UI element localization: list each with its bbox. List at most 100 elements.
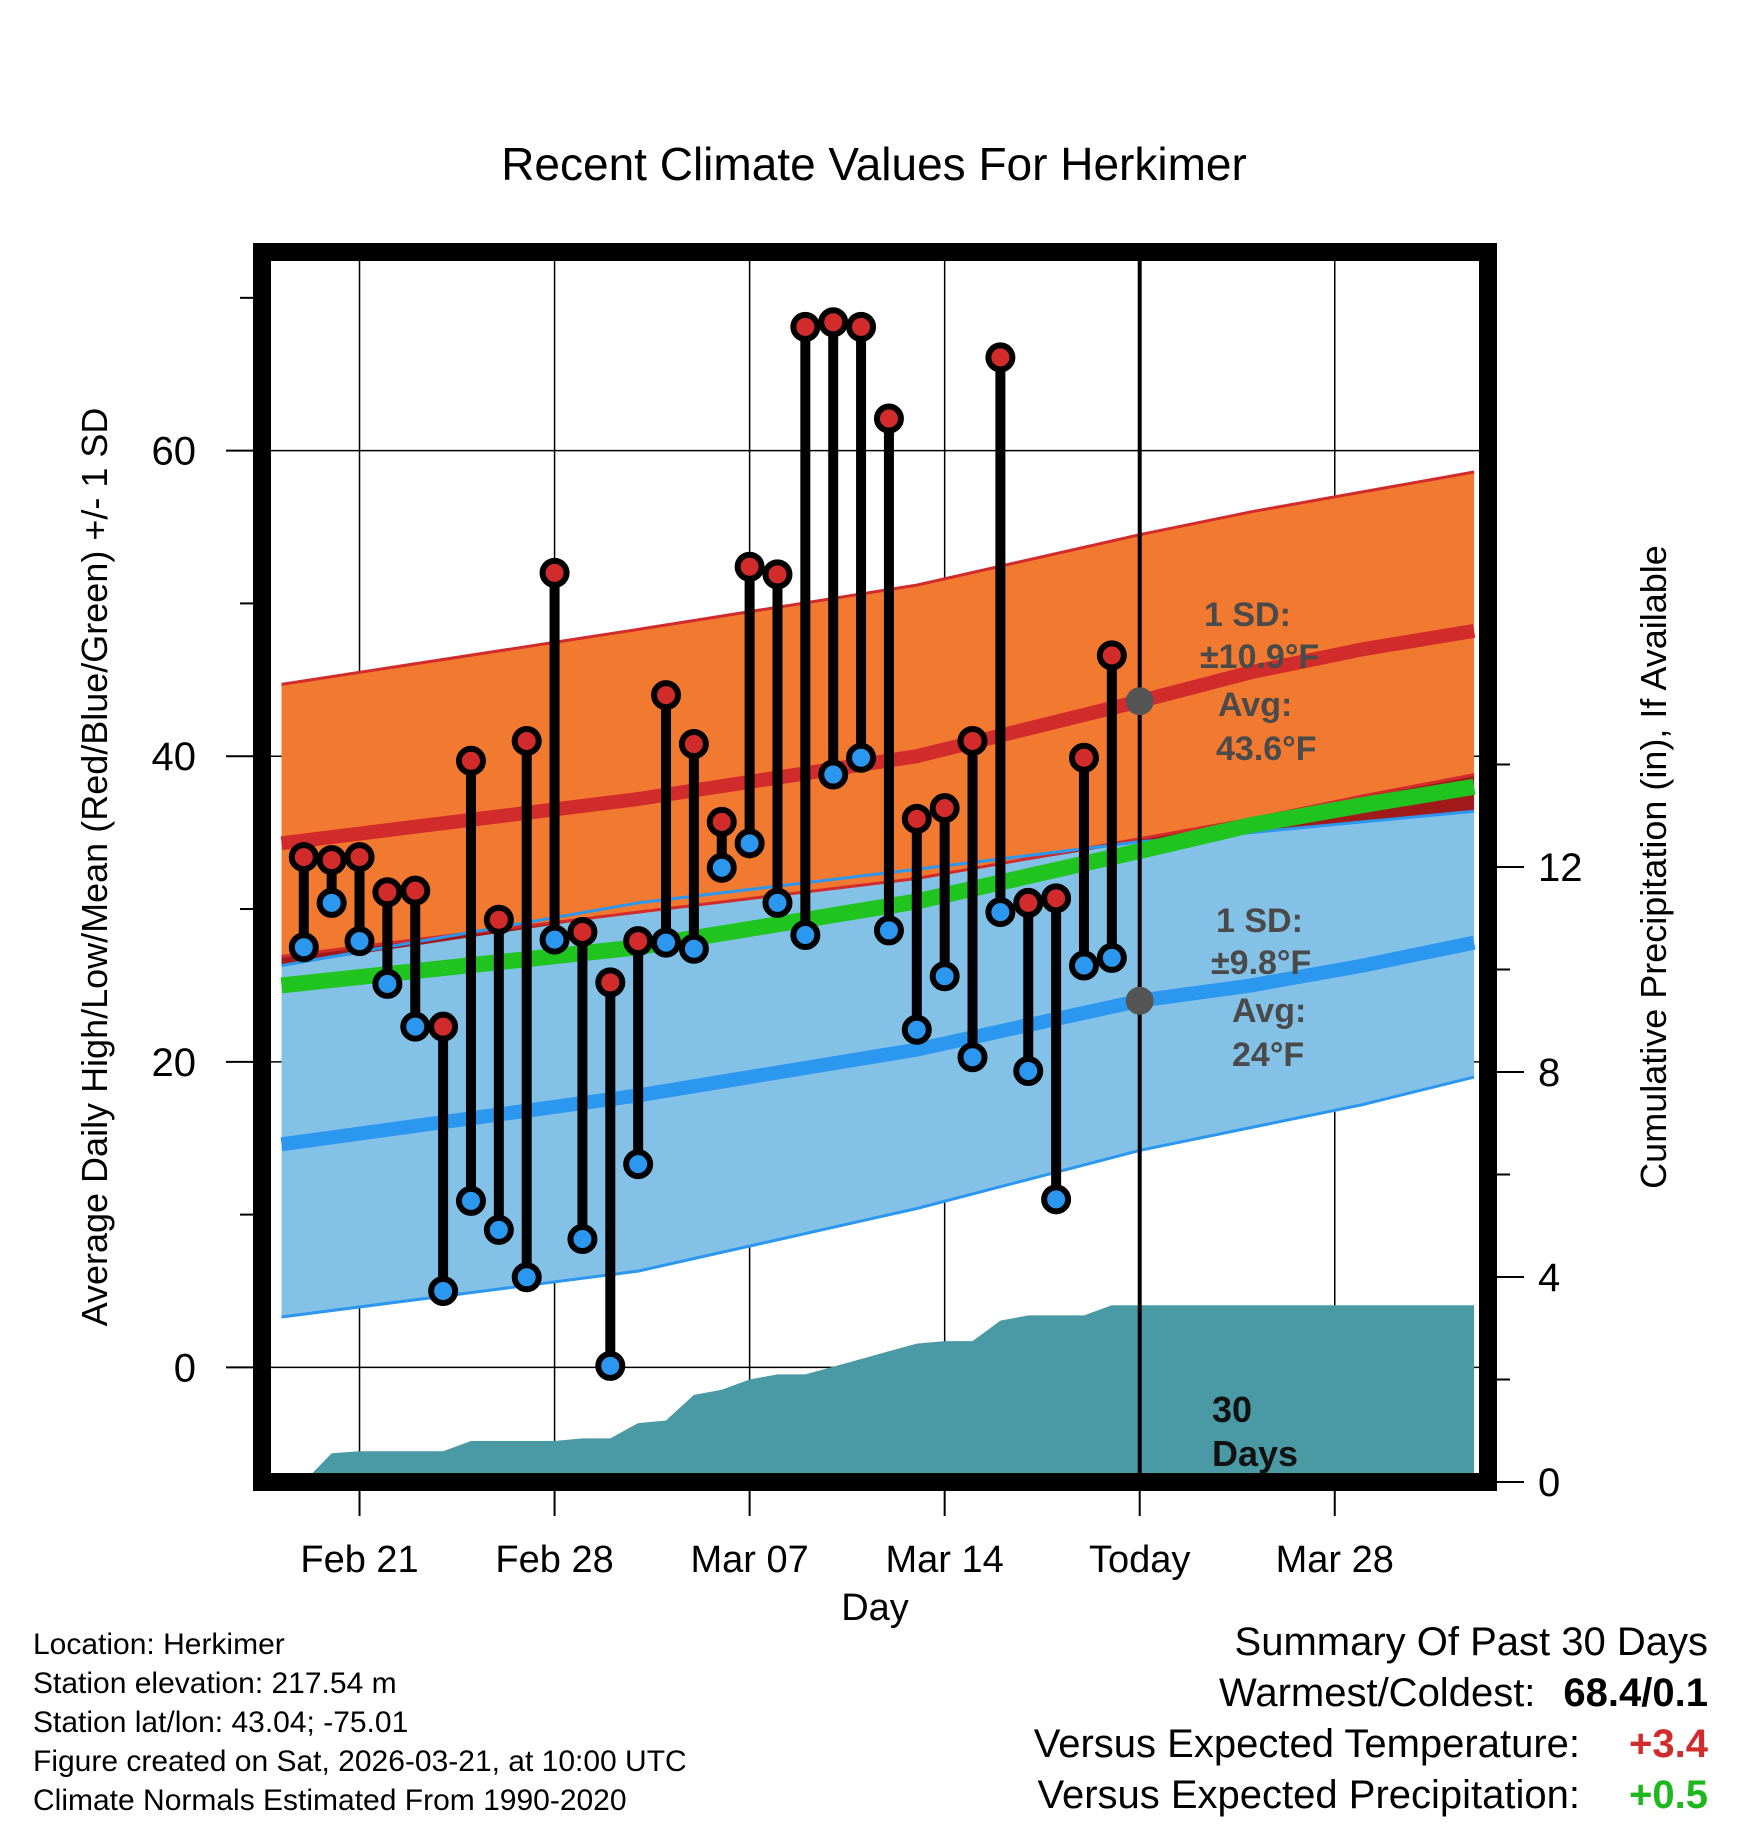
high-sd-band bbox=[281, 472, 1475, 957]
low-temp-point bbox=[706, 852, 737, 883]
high-temp-point bbox=[873, 403, 904, 434]
low-temp-point bbox=[1096, 942, 1127, 973]
normal-annotations: 1 SD: ±10.9°F Avg: 43.6°F 1 SD: ±9.8°F A… bbox=[1125, 596, 1319, 1474]
high-temp-point bbox=[678, 729, 709, 759]
precip-area bbox=[275, 1305, 1475, 1482]
low-temp-point bbox=[985, 897, 1016, 928]
high-temp-point bbox=[316, 845, 347, 876]
high-temp-point bbox=[623, 926, 654, 957]
high-temp-point bbox=[1068, 742, 1099, 773]
x-tick-label: Mar 28 bbox=[1276, 1539, 1394, 1581]
low-temp-point bbox=[1013, 1055, 1044, 1086]
plot-frame bbox=[253, 243, 1497, 1491]
y-tick-label-left: 20 bbox=[152, 1041, 197, 1085]
summary-title-row: Summary Of Past 30 Days bbox=[1034, 1620, 1708, 1671]
high-temp-point bbox=[985, 342, 1016, 373]
warmest-coldest-row: Warmest/Coldest: 68.4/0.1 bbox=[1034, 1671, 1708, 1722]
high-temp-point bbox=[790, 311, 821, 342]
low-temp-point bbox=[539, 924, 570, 955]
high-temp-point bbox=[706, 806, 737, 837]
low-temp-point bbox=[846, 742, 877, 773]
y-tick-label-left: 60 bbox=[152, 430, 197, 474]
y-tick-label-right: 12 bbox=[1538, 846, 1583, 890]
high-temp-point bbox=[288, 842, 319, 873]
summary-title: Summary Of Past 30 Days bbox=[1234, 1620, 1708, 1664]
low-temp-point bbox=[372, 968, 403, 999]
chart-title: Recent Climate Values For Herkimer bbox=[501, 138, 1247, 190]
daily-dots bbox=[288, 307, 1127, 1381]
high-temp-point bbox=[567, 916, 598, 947]
high-temp-point bbox=[846, 311, 877, 342]
overlap-band bbox=[281, 774, 1475, 966]
low-avg-value: 24°F bbox=[1232, 1036, 1304, 1074]
x-axis-label: Day bbox=[841, 1587, 909, 1629]
days-count: 30 bbox=[1212, 1389, 1252, 1430]
x-tick-label: Mar 07 bbox=[690, 1539, 808, 1581]
high-temp-point bbox=[818, 307, 849, 338]
high-temp-point bbox=[400, 875, 431, 906]
x-tick-label: Feb 28 bbox=[495, 1539, 613, 1581]
low-temp-point bbox=[734, 828, 765, 859]
low-sd-value: ±9.8°F bbox=[1211, 944, 1311, 982]
high-temp-point bbox=[1096, 640, 1127, 671]
normals-text: Climate Normals Estimated From 1990-2020 bbox=[33, 1784, 627, 1817]
high-temp-point bbox=[1041, 883, 1072, 914]
x-tick-label: Feb 21 bbox=[300, 1539, 418, 1581]
right-axis: 0 4 8 12 bbox=[1497, 763, 1583, 1505]
high-avg-value: 43.6°F bbox=[1216, 730, 1317, 768]
high-temp-point bbox=[483, 904, 514, 935]
low-temp-point bbox=[1068, 950, 1099, 981]
high-temp-point bbox=[734, 551, 765, 582]
low-temp-point bbox=[567, 1224, 598, 1255]
x-tick-label: Mar 14 bbox=[886, 1539, 1004, 1581]
low-avg-marker bbox=[1125, 986, 1154, 1015]
y-axis-label-left: Average Daily High/Low/Mean (Red/Blue/Gr… bbox=[74, 408, 115, 1327]
y-tick-label-left: 40 bbox=[152, 735, 197, 779]
precip-label: Versus Expected Precipitation: bbox=[1037, 1773, 1580, 1817]
low-avg-label: Avg: bbox=[1232, 992, 1306, 1030]
high-temp-point bbox=[929, 793, 960, 824]
precip-value: +0.5 bbox=[1629, 1773, 1708, 1817]
location-text: Location: Herkimer bbox=[33, 1628, 285, 1661]
low-sd-label: 1 SD: bbox=[1216, 902, 1303, 940]
temp-value: +3.4 bbox=[1629, 1722, 1708, 1766]
high-temp-point bbox=[957, 725, 988, 756]
latlon-text: Station lat/lon: 43.04; -75.01 bbox=[33, 1706, 409, 1739]
x-axis: Feb 21 Feb 28 Mar 07 Mar 14 Today Mar 28 bbox=[300, 1491, 1394, 1581]
low-temp-point bbox=[400, 1011, 431, 1042]
high-temp-point bbox=[651, 680, 682, 711]
y-tick-label-left: 0 bbox=[174, 1346, 196, 1390]
temp-label: Versus Expected Temperature: bbox=[1033, 1722, 1580, 1766]
high-temp-point bbox=[901, 803, 932, 834]
temp-row: Versus Expected Temperature: +3.4 bbox=[1034, 1722, 1708, 1773]
left-axis: 0 20 40 60 bbox=[152, 296, 253, 1390]
days-label: Days bbox=[1212, 1433, 1298, 1474]
low-temp-point bbox=[316, 887, 347, 918]
y-tick-label-right: 4 bbox=[1538, 1256, 1560, 1300]
created-text: Figure created on Sat, 2026-03-21, at 10… bbox=[33, 1745, 687, 1778]
low-temp-point bbox=[344, 926, 375, 957]
low-temp-point bbox=[623, 1149, 654, 1180]
warmest-coldest-label: Warmest/Coldest: bbox=[1219, 1671, 1536, 1715]
low-temp-point bbox=[511, 1262, 542, 1293]
high-sd-label: 1 SD: bbox=[1204, 596, 1291, 634]
low-temp-point bbox=[762, 887, 793, 918]
low-temp-point bbox=[1041, 1184, 1072, 1215]
low-temp-point bbox=[790, 919, 821, 950]
low-temp-point bbox=[678, 933, 709, 964]
high-temp-point bbox=[455, 745, 486, 776]
low-temp-point bbox=[818, 759, 849, 790]
high-avg-marker bbox=[1125, 687, 1154, 716]
precip-row: Versus Expected Precipitation: +0.5 bbox=[1034, 1773, 1708, 1824]
low-temp-point bbox=[595, 1350, 626, 1381]
x-tick-label: Today bbox=[1089, 1539, 1190, 1581]
low-temp-point bbox=[651, 927, 682, 958]
high-temp-point bbox=[511, 725, 542, 756]
y-tick-label-right: 0 bbox=[1538, 1461, 1560, 1505]
precip-layer bbox=[275, 1305, 1475, 1482]
low-temp-point bbox=[957, 1042, 988, 1073]
high-temp-point bbox=[1013, 887, 1044, 918]
station-info: Location: Herkimer Station elevation: 21… bbox=[33, 1625, 687, 1820]
low-temp-point bbox=[483, 1214, 514, 1245]
